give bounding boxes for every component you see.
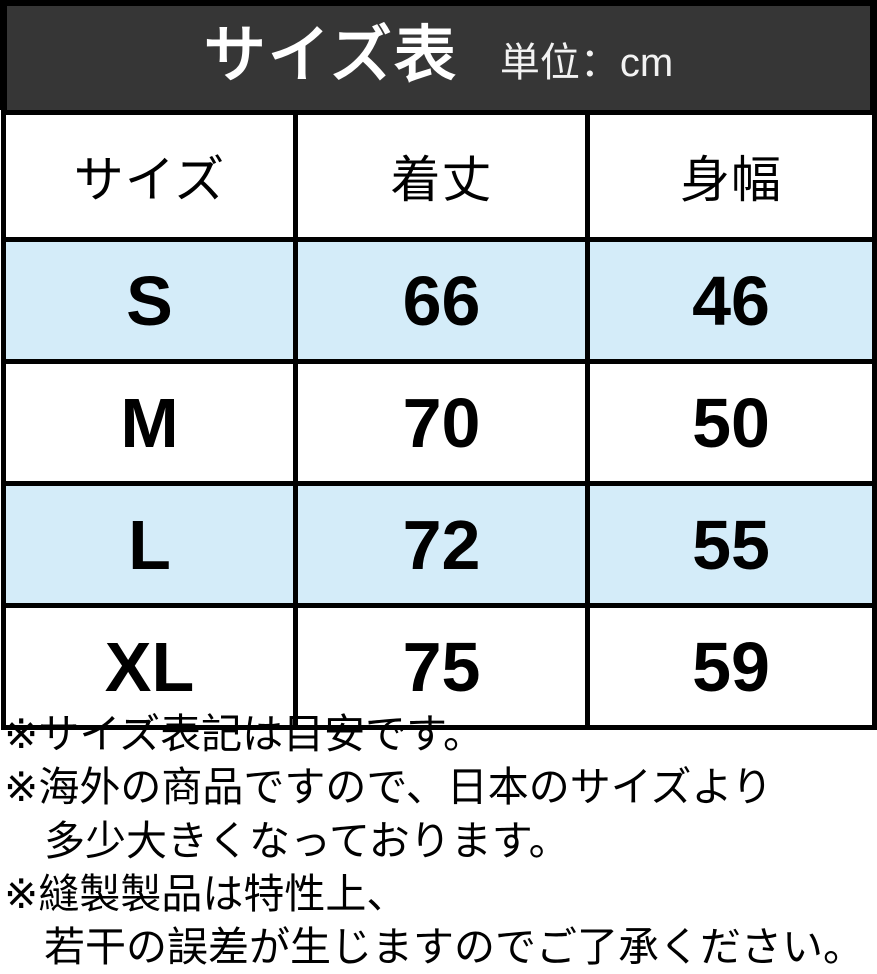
column-header-size: サイズ (1, 110, 298, 242)
column-header-width: 身幅 (585, 110, 877, 242)
table-row: M 70 50 (1, 359, 877, 486)
cell-width: 50 (585, 359, 877, 486)
page-title: サイズ表 (203, 21, 458, 90)
footnote-line: 多少大きくなっております。 (44, 817, 570, 864)
cell-size: L (1, 481, 298, 608)
footnotes: ※サイズ表記は目安です。 ※海外の商品ですので、日本のサイズより 多少大きくなっ… (0, 704, 877, 974)
cell-length: 75 (293, 603, 590, 730)
cell-size: M (1, 359, 298, 486)
cell-size: XL (1, 603, 298, 730)
footnote-line: ※海外の商品ですので、日本のサイズより (4, 764, 773, 811)
cell-width: 55 (585, 481, 877, 608)
table-header-row: サイズ 着丈 身幅 (1, 110, 877, 242)
title-band: サイズ表 単位：cm (0, 0, 877, 110)
footnote-line: ※縫製製品は特性上、 (4, 870, 408, 917)
footnote-line: ※サイズ表記は目安です。 (4, 711, 485, 757)
table-row: XL 75 59 (1, 603, 877, 730)
size-table: サイズ 着丈 身幅 S 66 46 M 70 50 L 72 55 (1, 110, 877, 730)
table-row: S 66 46 (1, 237, 877, 364)
cell-size: S (1, 237, 298, 364)
unit-label: 単位：cm (499, 41, 674, 85)
size-table-container: サイズ 着丈 身幅 S 66 46 M 70 50 L 72 55 (0, 110, 877, 730)
title-band-inner: サイズ表 単位：cm (7, 6, 870, 110)
cell-length: 72 (293, 481, 590, 608)
cell-width: 46 (585, 237, 877, 364)
table-row: L 72 55 (1, 481, 877, 608)
cell-length: 66 (293, 237, 590, 364)
cell-length: 70 (293, 359, 590, 486)
footnote-line: 若干の誤差が生じますのでご了承ください。 (44, 924, 864, 971)
cell-width: 59 (585, 603, 877, 730)
column-header-length: 着丈 (293, 110, 590, 242)
